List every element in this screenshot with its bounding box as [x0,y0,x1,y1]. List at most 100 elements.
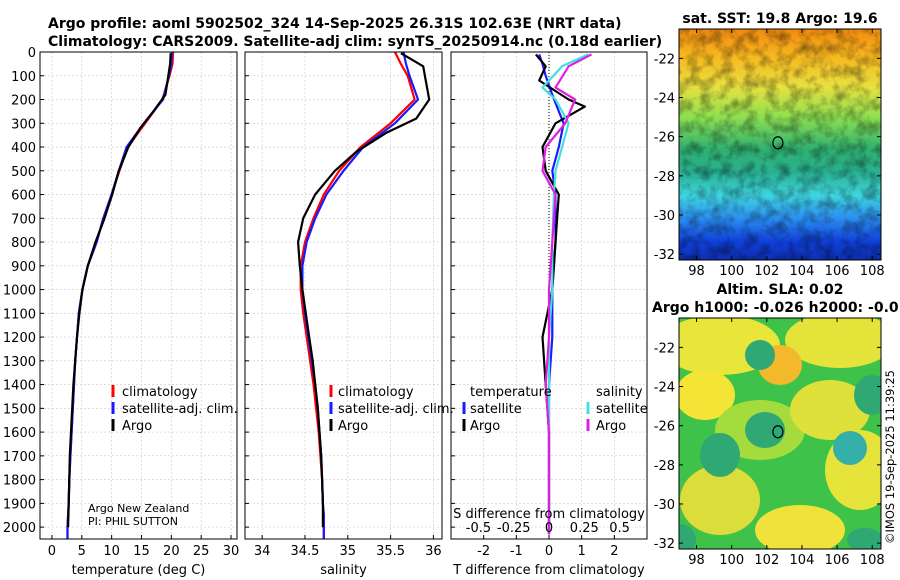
x-tick-label: 100 [719,553,744,568]
y-tick-label: -32 [654,248,675,263]
x-tick-label: 0 [545,544,553,559]
map-frame [678,317,882,550]
series-line [535,53,587,535]
y-tick-label: -28 [654,459,675,474]
x-tick-label: 104 [790,553,815,568]
x-tick-label: 10 [103,544,120,559]
argo-position-marker [772,425,784,439]
y-tick-label: 100 [11,70,36,85]
y-tick-label: 300 [11,117,36,132]
sla-map-subtitle: Argo h1000: -0.026 h2000: -0.014 [652,300,900,316]
y-tick-label: -30 [654,498,675,513]
series-line [67,53,172,528]
x-tick-label: -1 [510,544,523,559]
y-tick-label: 1700 [3,450,36,465]
x-tick-label: 15 [133,544,150,559]
x-tick-label: 98 [688,553,705,568]
legend-clim-label: climatology [338,385,414,400]
y-tick-label: 700 [11,212,36,227]
sst-map-axes: 98 100 102 104 106 108 -22 -24 -26 -28 -30 -32 [654,28,885,279]
x-tick-label: 100 [719,264,744,279]
y-tick-label: 400 [11,141,36,156]
y-tick-label: 1600 [3,426,36,441]
x-tick-label: 20 [163,544,180,559]
x-tick-label: 34 [254,544,271,559]
x-tick-label: 98 [688,264,705,279]
x2-axis-label: S difference from climatology [453,507,645,522]
axes-frame [244,51,443,540]
y-tick-label: -24 [654,381,675,396]
x-tick-label: -2 [477,544,490,559]
y-tick-label: 1200 [3,331,36,346]
y-tick-label: -30 [654,209,675,224]
x-tick-label: 34.5 [290,544,319,559]
series-line [297,52,431,528]
y-tick-label: 0 [28,46,36,61]
y-tick-label: 1900 [3,497,36,512]
series-line [541,53,593,535]
legend-temp-sat-label: satellite [470,402,522,417]
x-tick-label: 35.5 [376,544,405,559]
x2-tick-label: 0 [545,521,553,536]
temperature-panel: 0 5 10 15 20 25 300100200300400500600700800900… [3,46,239,578]
x2-tick-label: -0.5 [466,521,491,536]
y-tick-label: 2000 [3,521,36,536]
x-tick-label: 106 [825,553,850,568]
attribution-line1: Argo New Zealand [88,502,189,515]
x-tick-label: 25 [193,544,210,559]
temperature-legend: climatology satellite-adj. clim. Argo [111,385,238,434]
sla-map-title: Altim. SLA: 0.02 [716,282,843,298]
x-tick-label: 102 [754,553,779,568]
legend-sal-sat-label: satellite [596,402,648,417]
difference-panel: -2 -1 0 1 2 T difference from climatology -0.5… [450,51,648,578]
sla-map-image [679,318,881,549]
x-tick-label: 104 [790,264,815,279]
legend-sat-label: satellite-adj. clim. [122,402,238,417]
x-tick-label: 108 [860,264,885,279]
y-tick-label: 1100 [3,307,36,322]
timestamp: ©IMOS 19-Sep-2025 11:39:25 [883,370,897,544]
y-tick-label: -26 [654,131,675,146]
x-tick-label: 1 [578,544,586,559]
x-tick-label: 108 [860,553,885,568]
y-tick-label: -28 [654,170,675,185]
header-line1: Argo profile: aoml 5902502_324 14-Sep-20… [48,16,622,32]
y-tick-label: 1300 [3,355,36,370]
salinity-legend: climatology satellite-adj. clim. Argo [329,385,454,434]
x-tick-label: 5 [78,544,86,559]
legend-sal-argo-label: Argo [596,419,626,434]
legend-argo-label: Argo [338,419,368,434]
x-tick-label: 0 [48,544,56,559]
x-axis-label: salinity [320,563,367,578]
axes-frame [39,51,238,540]
x2-tick-label: 0.25 [570,521,599,536]
y-tick-label: 200 [11,94,36,109]
y-tick-label: 1500 [3,402,36,417]
x2-tick-label: 0.5 [609,521,630,536]
x-tick-label: 106 [825,264,850,279]
difference-legend: temperature salinity satellite Argo sate… [462,385,648,434]
legend-temp-argo-label: Argo [470,419,500,434]
y-tick-label: -26 [654,420,675,435]
y-tick-label: -22 [654,52,675,67]
series-line [66,51,175,539]
sst-map-title: sat. SST: 19.8 Argo: 19.6 [682,11,877,27]
attribution: Argo New Zealand PI: PHIL SUTTON [88,502,189,528]
legend-sat-label: satellite-adj. clim. [338,402,454,417]
salinity-panel: 34 34.5 35 35.5 36 salinity [244,51,443,578]
y-tick-label: -24 [654,92,675,107]
x-axis-label: temperature (deg C) [72,563,206,578]
sst-map-image [679,29,881,260]
sla-map-axes: 98 100 102 104 106 108 -22 -24 -26 -28 -30 -32 [654,317,885,568]
x-tick-label: 102 [754,264,779,279]
y-tick-label: -22 [654,341,675,356]
x-tick-label: 35 [340,544,357,559]
header-line2: Climatology: CARS2009. Satellite-adj cli… [48,34,662,50]
x-tick-label: 2 [610,544,618,559]
argo-position-marker [772,136,784,150]
y-tick-label: -32 [654,537,675,552]
y-tick-label: 800 [11,236,36,251]
y-tick-label: 900 [11,260,36,275]
attribution-line2: PI: PHIL SUTTON [88,515,178,528]
